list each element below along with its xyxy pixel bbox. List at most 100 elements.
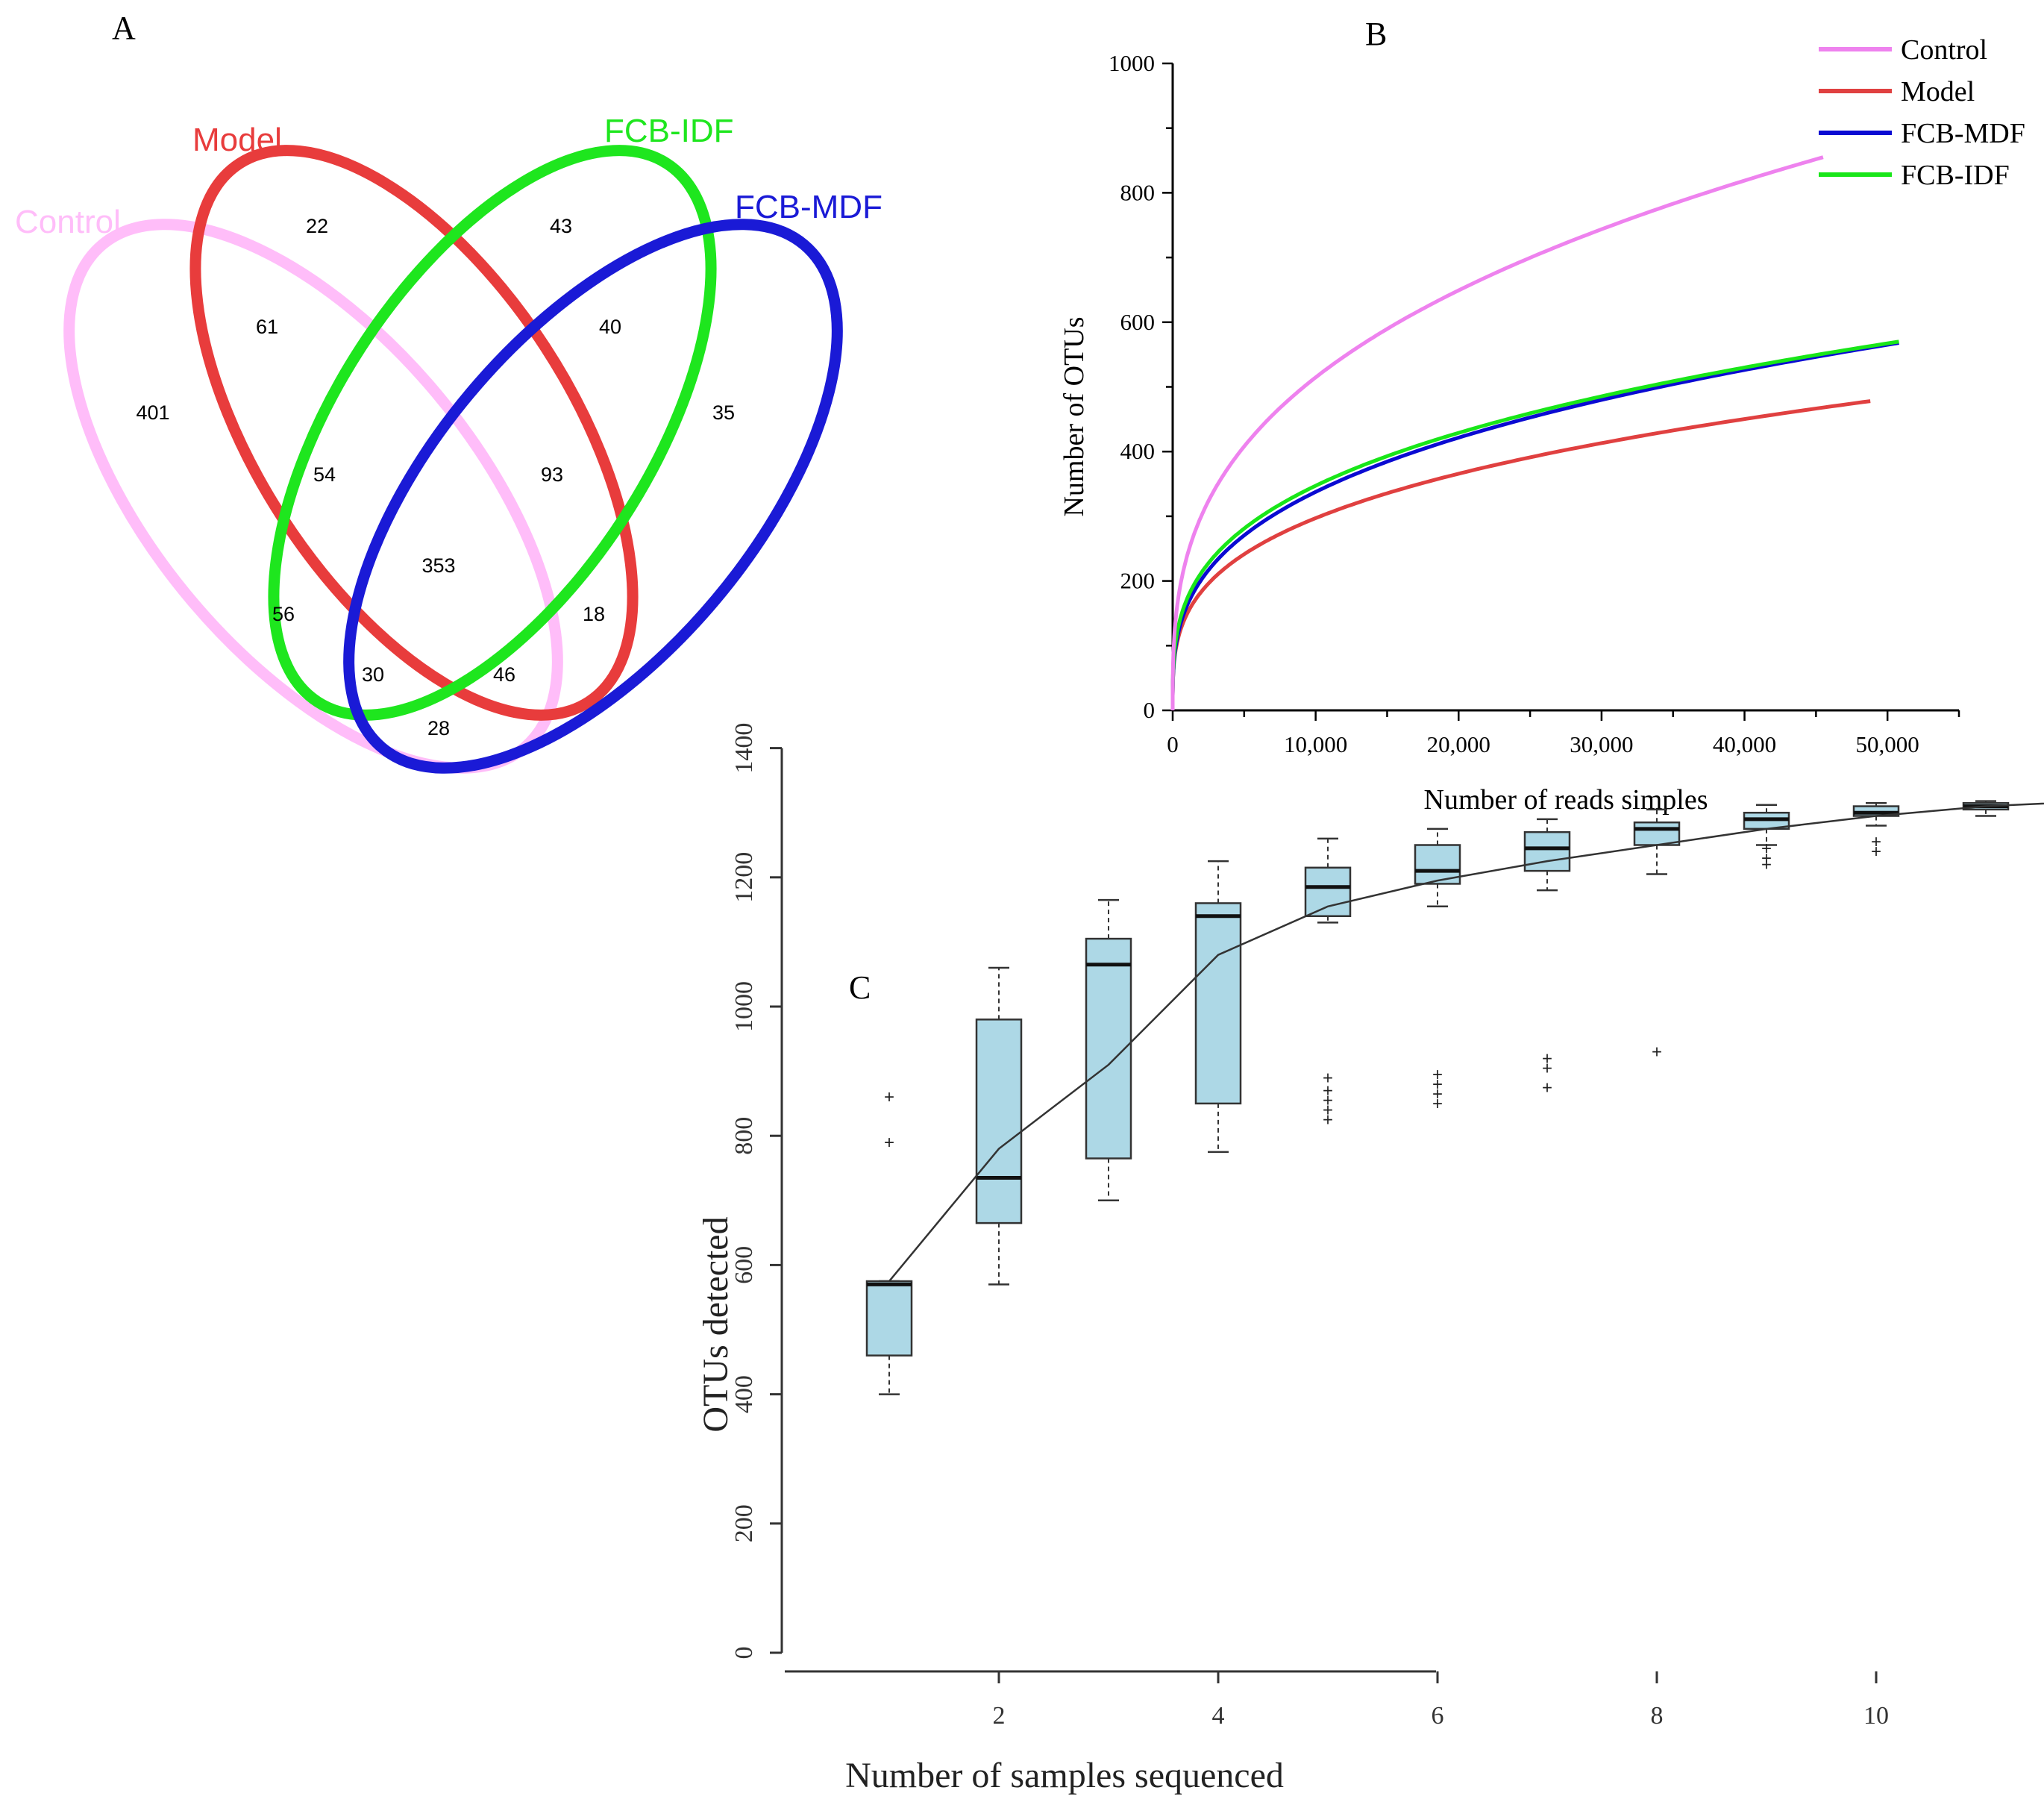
chart-b-y-tick-label: 200 (1120, 568, 1156, 594)
chart-c-box-group (1194, 860, 1242, 1154)
panel-letter-a: A (112, 10, 136, 46)
chart-c-outlier: + (1542, 1048, 1552, 1069)
chart-c-outlier: + (884, 1133, 894, 1153)
chart-c-box-group: + (1633, 808, 1681, 1063)
venn-count-control-model-fcb-idf-fcb-mdf: 353 (421, 554, 455, 577)
chart-c-box (1633, 821, 1681, 846)
venn-count-model: 22 (306, 215, 328, 237)
venn-region-counts: 401 22 43 35 61 40 28 54 93 353 56 18 30 46 (136, 215, 735, 739)
chart-b-line-model (1170, 399, 1871, 710)
chart-c-outlier: + (1432, 1084, 1443, 1104)
venn-count-fcb-mdf: 35 (712, 401, 735, 424)
chart-c-trend-line (888, 802, 2044, 1282)
chart-b-line-fcb-idf (1170, 340, 1899, 710)
chart-c-box (1304, 866, 1352, 918)
chart-b-axes: 0 10,000 20,000 30,000 40,000 50,000 0 200 400 60… (1109, 50, 1960, 757)
chart-b-line-control (1170, 155, 1824, 710)
chart-c-box (1523, 830, 1571, 872)
chart-b-x-axis-label: Number of reads simples (1424, 784, 1708, 816)
chart-c-outlier: + (1761, 854, 1772, 875)
venn-count-fcb-idf: 43 (550, 215, 572, 237)
chart-b-x-tick-label: 30,000 (1570, 731, 1633, 757)
chart-c-axes: 246810120200400600800100012001400 (730, 723, 1889, 1730)
chart-c-outlier: + (1761, 839, 1772, 859)
chart-b-y-tick-label: 800 (1120, 179, 1156, 205)
venn-ellipse-fcb-mdf (343, 219, 843, 774)
chart-c-outlier: + (1323, 1091, 1333, 1111)
chart-c-y-tick-label: 1400 (730, 723, 758, 774)
chart-b-x-tick-label: 10,000 (1284, 731, 1347, 757)
chart-b-y-tick-label: 400 (1120, 438, 1156, 464)
chart-c-box (865, 1280, 913, 1357)
chart-b-y-tick-label: 600 (1120, 309, 1156, 335)
chart-c-box-group: ++++ (1414, 827, 1461, 1114)
chart-c-outlier: + (1652, 1042, 1662, 1063)
chart-b-legend-label-control: Control (1901, 34, 1987, 66)
chart-c-outlier: + (1432, 1094, 1443, 1114)
chart-c-x-tick-label: 6 (1432, 1702, 1444, 1730)
chart-c-y-tick-label: 800 (730, 1117, 758, 1155)
venn-ellipses (63, 145, 843, 774)
chart-c-y-tick-label: 200 (730, 1504, 758, 1542)
chart-b-x-tick-label: 20,000 (1427, 731, 1490, 757)
venn-count-control-fcb-idf: 56 (272, 603, 295, 625)
chart-c-box-group: ++ (1852, 801, 1900, 862)
chart-c-outlier: + (1432, 1074, 1443, 1095)
chart-c-y-tick-label: 1200 (730, 852, 758, 903)
chart-c-y-tick-label: 400 (730, 1375, 758, 1413)
chart-c-box-group: +++ (1743, 804, 1790, 875)
chart-b-y-tick-label: 1000 (1109, 50, 1155, 76)
chart-c-boxes: ++++++++++++++ ++++ ++ (865, 800, 2010, 1395)
venn-label-control: Control (15, 204, 121, 240)
venn-count-control-fcb-mdf: 28 (427, 717, 450, 739)
rarefaction-chart: B 0 10,000 20,000 30,000 40,000 50,000 0 200 400… (1059, 16, 2025, 816)
chart-c-y-axis-label: OTUs detected (696, 1216, 736, 1432)
chart-c-box-group (975, 966, 1023, 1286)
venn-label-fcb-idf: FCB-IDF (604, 113, 734, 149)
chart-c-box (1194, 902, 1242, 1105)
chart-c-outlier: + (1323, 1101, 1333, 1121)
chart-c-outlier: + (1542, 1058, 1552, 1078)
chart-b-legend-label-fcb-mdf: FCB-MDF (1901, 118, 2025, 149)
chart-c-trend (888, 802, 2044, 1282)
chart-c-outlier: + (1323, 1081, 1333, 1101)
chart-c-x-tick-label: 4 (1212, 1702, 1225, 1730)
venn-count-model-fcb-mdf: 18 (583, 603, 605, 625)
chart-c-box (975, 1019, 1023, 1224)
chart-c-outlier: + (1432, 1065, 1443, 1085)
venn-ellipse-fcb-idf (268, 145, 717, 721)
chart-b-line-fcb-mdf (1170, 341, 1899, 710)
venn-label-model: Model (192, 122, 282, 158)
venn-count-control-model-fcb-idf: 54 (313, 463, 336, 486)
panel-letter-c: C (849, 969, 871, 1006)
venn-count-model-fcb-idf-fcb-mdf: 93 (541, 463, 563, 486)
chart-b-legend-label-model: Model (1901, 76, 1975, 107)
chart-c-y-tick-label: 600 (730, 1246, 758, 1284)
venn-ellipse-control (63, 219, 563, 774)
chart-c-x-tick-label: 10 (1863, 1702, 1889, 1730)
boxplot-chart: C 246810120200400600800100012001400 ++++… (696, 723, 2044, 1795)
chart-b-legend: Control Model FCB-MDF FCB-IDF (1819, 34, 2025, 191)
chart-c-x-tick-label: 2 (993, 1702, 1006, 1730)
venn-count-control-model: 61 (256, 316, 278, 338)
panel-letter-b: B (1365, 16, 1387, 52)
chart-b-series (1170, 155, 1899, 710)
chart-b-y-tick-label: 0 (1144, 697, 1156, 723)
chart-c-outlier: + (1871, 842, 1881, 862)
chart-c-y-tick-label: 0 (730, 1647, 758, 1659)
venn-count-control-fcb-idf-fcb-mdf: 30 (362, 663, 384, 686)
chart-c-outlier: + (1323, 1110, 1333, 1130)
chart-b-legend-label-fcb-idf: FCB-IDF (1901, 160, 2010, 191)
chart-b-y-axis-label: Number of OTUs (1059, 316, 1090, 516)
venn-label-fcb-mdf: FCB-MDF (735, 189, 883, 225)
chart-c-outlier: + (884, 1087, 894, 1107)
venn-set-labels: Control Model FCB-IDF FCB-MDF (15, 113, 883, 240)
chart-c-outlier: + (1542, 1077, 1552, 1098)
venn-count-fcb-idf-fcb-mdf: 40 (599, 316, 621, 338)
chart-c-y-tick-label: 1000 (730, 981, 758, 1032)
chart-b-x-tick-label: 40,000 (1713, 731, 1776, 757)
chart-c-box-group: +++++ (1304, 837, 1352, 1130)
chart-c-box-group: +++ (1523, 818, 1571, 1098)
chart-c-box-group: ++ (865, 1087, 913, 1395)
